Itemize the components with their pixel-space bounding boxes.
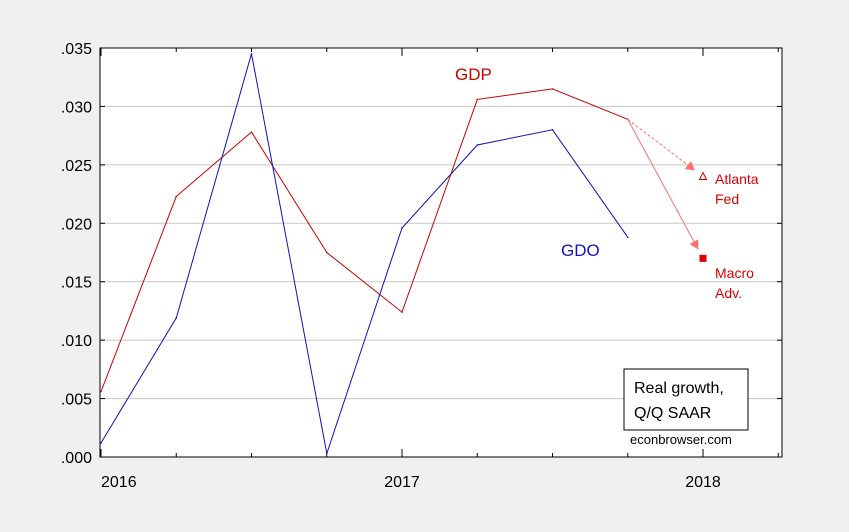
x-tick-label: 2018 xyxy=(685,474,721,491)
data-point-gdp xyxy=(551,88,554,90)
y-tick-label: .015 xyxy=(61,275,92,292)
forecast-arrow-macro-adv xyxy=(627,119,699,250)
forecast-label-atlanta-line1: Atlanta xyxy=(715,171,759,187)
forecast-arrowhead-atlanta-fed xyxy=(684,161,696,171)
y-tick-label: .030 xyxy=(61,99,92,116)
source-credit: econbrowser.com xyxy=(630,432,732,447)
data-point-gdo xyxy=(476,144,479,146)
data-point-gdp xyxy=(175,195,178,198)
forecast-label-macro-line1: Macro xyxy=(715,265,754,281)
data-point-gdo xyxy=(250,53,253,55)
forecast-arrow-atlanta-fed xyxy=(627,118,696,171)
data-point-gdo xyxy=(551,129,554,131)
data-point-gdp xyxy=(325,251,328,254)
y-tick-label: .035 xyxy=(61,41,92,58)
y-tick-label: .000 xyxy=(61,450,92,467)
data-point-gdo xyxy=(325,452,328,455)
forecast-arrowhead-macro-adv xyxy=(689,239,699,250)
legend-line2: Q/Q SAAR xyxy=(634,405,711,422)
data-point-gdp xyxy=(250,131,253,133)
data-point-gdo xyxy=(175,317,178,319)
series-lines xyxy=(100,53,629,456)
y-tick-label: .020 xyxy=(61,216,92,233)
series-label-gdo: GDO xyxy=(561,241,600,260)
data-point-gdo xyxy=(100,442,102,444)
legend-box: Real growth, Q/Q SAAR xyxy=(623,368,749,431)
x-tick-label: 2017 xyxy=(384,474,420,491)
data-point-gdp xyxy=(100,390,102,393)
data-point-gdo xyxy=(626,236,629,239)
axes: .000 .005 .010 .015 .020 .025 .030 .035 2016 2017… xyxy=(61,41,782,491)
series-line-gdo xyxy=(100,53,629,456)
y-tick-label: .005 xyxy=(61,392,92,409)
series-line-gdp xyxy=(100,88,628,392)
data-point-gdo xyxy=(401,227,403,229)
legend-line1: Real growth, xyxy=(634,380,724,397)
forecast-marker-atlanta-fed xyxy=(698,171,708,181)
forecast-marker-macro-adv xyxy=(699,254,707,262)
x-tick-label: 2016 xyxy=(101,474,137,491)
data-point-gdp xyxy=(401,311,403,313)
y-tick-label: .025 xyxy=(61,158,92,175)
forecast-label-atlanta-line2: Fed xyxy=(715,191,739,207)
y-tick-label: .010 xyxy=(61,333,92,350)
forecast-markers xyxy=(627,118,708,262)
forecast-label-macro-line2: Adv. xyxy=(715,285,742,301)
data-point-gdp xyxy=(476,98,479,101)
series-label-gdp: GDP xyxy=(455,65,492,84)
